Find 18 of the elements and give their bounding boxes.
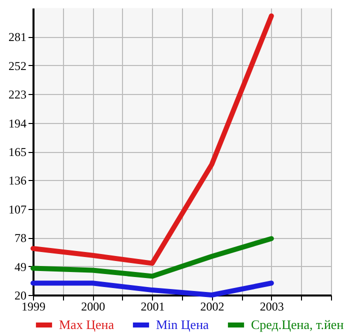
x-tick-label: 2002 xyxy=(200,300,224,314)
y-tick-label: 107 xyxy=(8,202,26,216)
y-tick-label: 281 xyxy=(8,30,26,44)
x-tick-label: 2001 xyxy=(140,300,165,314)
y-tick-label: 20 xyxy=(14,288,26,302)
legend-label: Min Цена xyxy=(156,317,210,332)
y-tick-label: 136 xyxy=(8,174,26,188)
y-tick-label: 194 xyxy=(8,116,26,130)
x-tick-label: 2003 xyxy=(260,300,284,314)
legend-label: Max Цена xyxy=(59,317,114,332)
y-tick-label: 78 xyxy=(14,231,26,246)
y-tick-label: 49 xyxy=(14,260,26,274)
x-tick-label: 2000 xyxy=(81,300,106,314)
x-tick-label: 1999 xyxy=(22,300,46,314)
y-tick-label: 165 xyxy=(8,145,26,159)
y-tick-label: 223 xyxy=(8,88,26,102)
legend-label: Сред.Цена, т.йен xyxy=(251,317,344,332)
y-tick-label: 252 xyxy=(8,58,26,73)
